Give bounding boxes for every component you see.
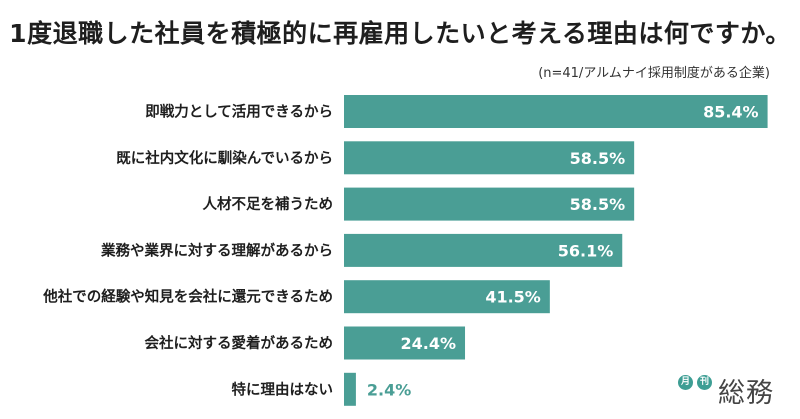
bar — [344, 326, 466, 360]
bar — [344, 280, 550, 314]
data-label: 58.5% — [570, 149, 626, 168]
publisher-logo: 月 刊 総務 — [676, 369, 786, 409]
category-label: 即戦力として活用できるから — [145, 103, 333, 121]
data-label: 24.4% — [401, 334, 457, 353]
data-label: 58.5% — [570, 195, 626, 214]
bar — [344, 372, 356, 406]
bar — [344, 233, 623, 267]
data-label: 85.4% — [703, 103, 759, 122]
data-label: 56.1% — [558, 241, 614, 260]
category-label: 既に社内文化に馴染んでいるから — [116, 149, 333, 167]
category-label: 業務や業界に対する理解があるから — [100, 241, 333, 259]
category-label: 特に理由はない — [232, 380, 334, 398]
category-label: 他社での経験や知見を会社に還元できるため — [42, 288, 333, 306]
data-label: 41.5% — [485, 288, 541, 307]
bar — [344, 187, 635, 221]
data-label: 2.4% — [367, 380, 411, 399]
category-label: 人材不足を補うため — [203, 195, 334, 213]
logo-badge-month: 月 — [678, 375, 693, 390]
bar — [344, 95, 768, 128]
bar — [344, 141, 635, 175]
category-label: 会社に対する愛着があるため — [145, 334, 334, 352]
chart-title: 1度退職した社員を積極的に再雇用したいと考える理由は何ですか。 — [9, 19, 791, 48]
logo-name: 総務 — [718, 378, 774, 409]
logo-badge-issue: 刊 — [697, 375, 712, 390]
sample-note: (n=41/アルムナイ採用制度がある企業) — [538, 66, 770, 81]
